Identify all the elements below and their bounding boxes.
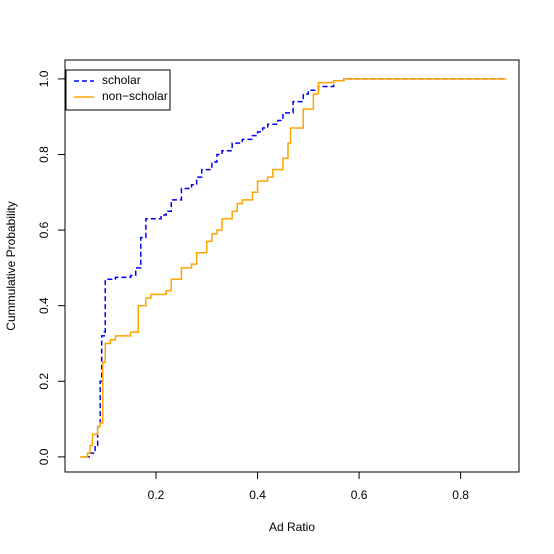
y-tick-label: 1.0	[37, 70, 51, 87]
y-tick-label: 0.2	[37, 373, 51, 390]
x-axis-title: Ad Ratio	[269, 520, 315, 534]
y-tick-label: 0.0	[37, 448, 51, 465]
y-tick-label: 0.6	[37, 221, 51, 238]
y-tick-label: 0.8	[37, 146, 51, 163]
plot-box	[64, 59, 520, 473]
legend-label: non−scholar	[102, 89, 168, 103]
legend-label: scholar	[102, 73, 141, 87]
y-tick-label: 0.4	[37, 297, 51, 314]
legend-box	[65, 69, 171, 111]
x-tick-label: 0.4	[249, 488, 266, 502]
ecdf-line	[84, 78, 507, 458]
x-tick-label: 0.2	[148, 488, 165, 502]
x-tick-label: 0.8	[452, 488, 469, 502]
ecdf-line	[79, 78, 507, 458]
y-axis-title: Cummulative Probability	[4, 201, 18, 330]
x-tick-label: 0.6	[351, 488, 368, 502]
